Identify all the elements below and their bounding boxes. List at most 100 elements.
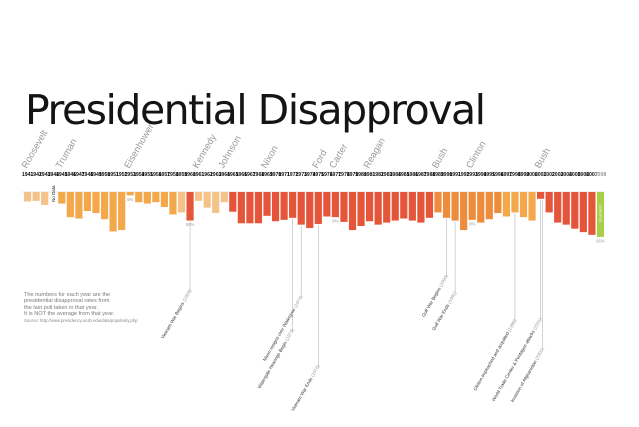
tick-label-1954: 1954 <box>133 172 145 178</box>
tick-label-1977: 1977 <box>330 172 342 178</box>
tick-label-1985: 1985 <box>398 172 410 178</box>
bar-1951 <box>109 192 117 232</box>
tick-label-2007: 2007 <box>586 172 598 178</box>
tick-label-1995: 1995 <box>484 172 496 178</box>
tick-label-1942: 1942 <box>30 172 42 178</box>
bar-2000 <box>528 192 536 221</box>
tick-label-1973: 1973 <box>295 172 307 178</box>
tick-label-1946: 1946 <box>65 172 77 178</box>
bar-1991 <box>451 192 459 221</box>
annotation-date: (1973) <box>284 327 295 341</box>
bar-1987 <box>417 192 425 223</box>
bar-2004 <box>562 192 570 225</box>
bar-1946 <box>66 192 74 218</box>
tick-label-2001: 2001 <box>535 172 547 178</box>
annotation-date: (1991) <box>447 290 458 304</box>
bar-1957 <box>160 192 168 207</box>
tick-label-1958: 1958 <box>167 172 179 178</box>
president-label: Kennedy <box>191 132 219 170</box>
source-link[interactable]: Source: http://www.presidency.ucsb.edu/d… <box>24 318 138 324</box>
value-label-2008: 66% <box>596 238 605 243</box>
tick-label-1975: 1975 <box>313 172 325 178</box>
bar-2002 <box>545 192 553 213</box>
president-label: Reagan <box>362 136 388 170</box>
bar-1956 <box>152 192 160 203</box>
footnote-line: The numbers for each year are the <box>24 292 111 298</box>
tick-label-1955: 1955 <box>142 172 154 178</box>
tick-label-1949: 1949 <box>90 172 102 178</box>
tick-label-1984: 1984 <box>389 172 401 178</box>
tick-label-1964: 1964 <box>218 172 230 178</box>
president-label: Ford <box>310 148 329 170</box>
tick-label-1971: 1971 <box>278 172 290 178</box>
bar-1992 <box>460 192 468 231</box>
bar-1955 <box>143 192 151 204</box>
tick-label-1962: 1962 <box>201 172 213 178</box>
tick-label-1945: 1945 <box>56 172 68 178</box>
bar-1941 <box>24 192 32 202</box>
bar-1962 <box>203 192 211 208</box>
bar-1983 <box>383 192 391 223</box>
president-label: Bush <box>533 146 553 170</box>
value-label-1953: 5% <box>127 197 133 202</box>
bar-1976 <box>323 192 331 217</box>
value-label-1993: 9% <box>469 221 475 226</box>
footnote: The numbers for each year are the presid… <box>24 292 154 324</box>
tick-label-1974: 1974 <box>304 172 316 178</box>
tick-label-1998: 1998 <box>509 172 521 178</box>
bar-1967 <box>246 192 254 224</box>
tick-label-1952: 1952 <box>116 172 128 178</box>
bar-1999 <box>519 192 528 218</box>
bar-1972 <box>289 192 297 218</box>
tick-label-1957: 1957 <box>159 172 171 178</box>
president-label: Carter <box>327 142 350 170</box>
bar-1954 <box>135 192 143 203</box>
bar-1989 <box>434 192 442 213</box>
bar-1969 <box>263 192 271 216</box>
tick-label-1972: 1972 <box>287 172 299 178</box>
tick-label-1967: 1967 <box>244 172 256 178</box>
annotation-date: (1959) <box>182 288 193 302</box>
tick-label-1993: 1993 <box>466 172 478 178</box>
annotation-date: (1998) <box>506 318 517 332</box>
bar-1973 <box>297 192 305 225</box>
tick-label-2000: 2000 <box>526 172 538 178</box>
bar-1949 <box>92 192 100 214</box>
bar-1985 <box>400 192 408 219</box>
bar-1977 <box>331 192 339 218</box>
tick-label-2004: 2004 <box>560 172 572 178</box>
bar-1971 <box>280 192 288 220</box>
tick-label-1996: 1996 <box>492 172 504 178</box>
tick-label-1988: 1988 <box>424 172 436 178</box>
tick-label-1950: 1950 <box>99 172 111 178</box>
bar-1961 <box>195 192 203 201</box>
footnote-line: the last poll taken in that year. <box>24 304 99 311</box>
top-margin <box>0 0 639 84</box>
tick-label-2003: 2003 <box>552 172 564 178</box>
bar-1958 <box>169 192 177 215</box>
president-label: Roosevelt <box>20 128 51 170</box>
bar-1953 <box>126 192 134 196</box>
tick-label-1970: 1970 <box>270 172 282 178</box>
bar-1990 <box>442 192 451 218</box>
bar-1945 <box>58 192 66 204</box>
tick-label-1999: 1999 <box>518 172 530 178</box>
bar-1995 <box>485 192 493 220</box>
president-label: Bush <box>430 146 450 170</box>
annotation-date: (2001) <box>534 346 545 360</box>
tick-label-1965: 1965 <box>227 172 239 178</box>
bar-1982 <box>374 192 382 225</box>
bar-2005 <box>571 192 579 229</box>
footnote-line: presidential disapproval rates from <box>24 298 110 305</box>
tick-label-1960: 1960 <box>184 172 196 178</box>
tick-label-1980: 1980 <box>355 172 367 178</box>
bar-1952 <box>118 192 126 231</box>
annotation-label: Vietnam War Ends (1975) <box>290 364 321 412</box>
tick-label-1991: 1991 <box>449 172 461 178</box>
tick-label-1943: 1943 <box>39 172 51 178</box>
bar-1993 <box>468 192 476 220</box>
tick-label-1953: 1953 <box>124 172 136 178</box>
tick-label-2002: 2002 <box>543 172 555 178</box>
footnote-line: It is NOT the average from that year. <box>24 310 115 317</box>
bar-2006 <box>579 192 587 233</box>
